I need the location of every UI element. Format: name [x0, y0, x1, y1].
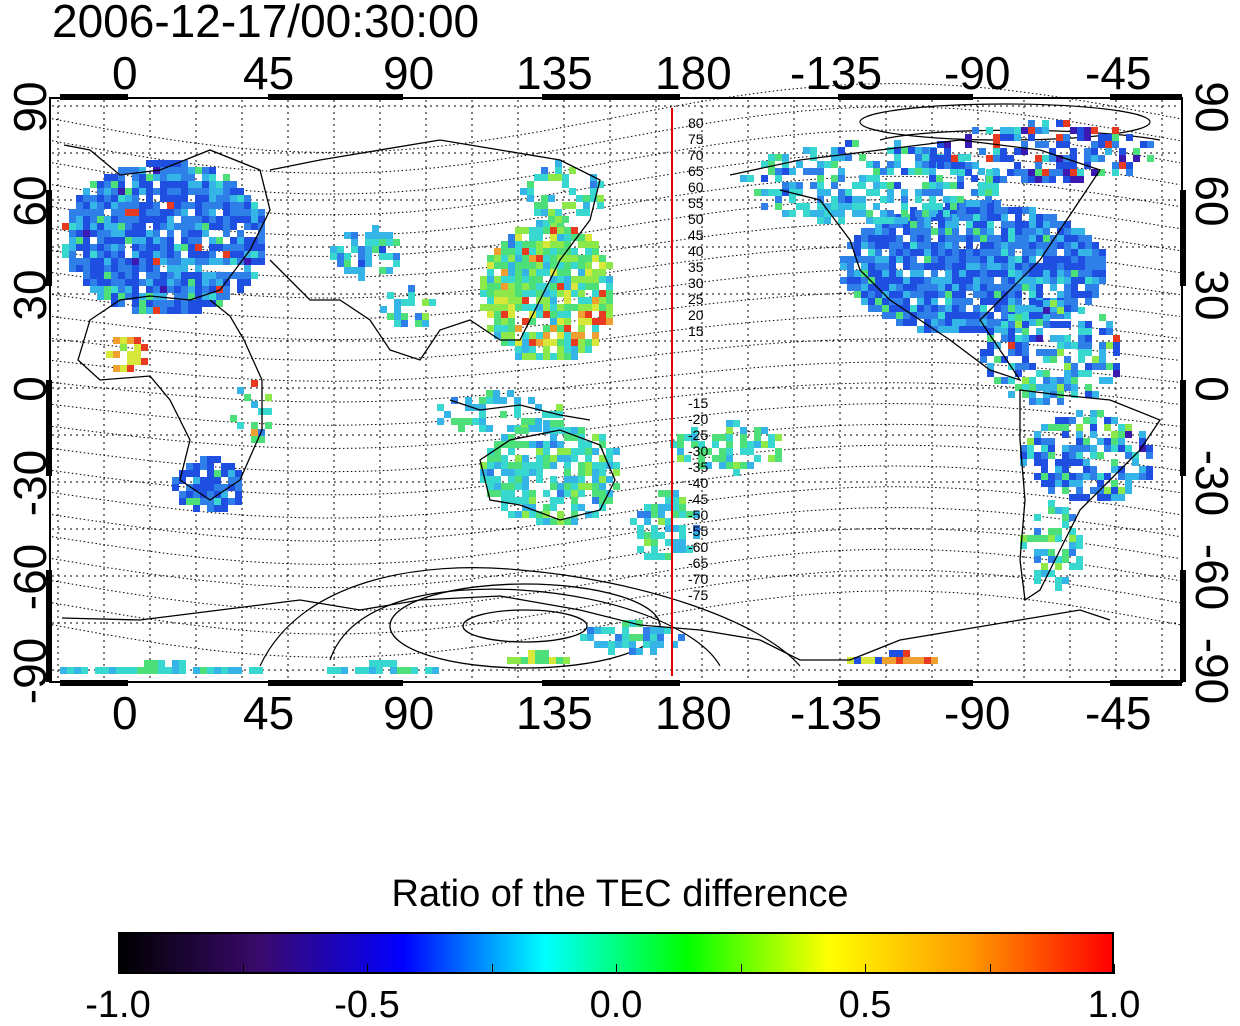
- colorbar-tick-mark: [242, 964, 244, 974]
- colorbar-tick: -1.0: [85, 984, 151, 1026]
- map-timestamp: 2006-12-17/00:30:00: [52, 0, 480, 47]
- contour-label-north: 65: [688, 163, 704, 179]
- contour-label-north: 40: [688, 243, 704, 259]
- contour-label-north: 70: [688, 147, 704, 163]
- colorbar-tick-mark: [367, 964, 368, 974]
- contour-label-south: -25: [688, 427, 708, 443]
- colorbar-tick-mark: [118, 964, 119, 974]
- top-lon-tick: 0: [112, 47, 138, 99]
- contour-label-north: 35: [688, 259, 704, 275]
- colorbar-tick: 1.0: [1087, 984, 1141, 1026]
- contour-label-north: 45: [688, 227, 704, 243]
- top-lon-tick: 90: [383, 47, 435, 99]
- contour-label-north: 20: [688, 307, 704, 323]
- contour-label-south: -60: [688, 539, 708, 555]
- coastlines: [61, 139, 1161, 661]
- contour-label-north: 50: [688, 211, 704, 227]
- contour-label-south: -20: [688, 411, 708, 427]
- contour-label-south: -75: [688, 587, 708, 603]
- contour-label-south: -70: [688, 571, 708, 587]
- contour-label-north: 55: [688, 195, 704, 211]
- contour-label-south: -40: [688, 475, 708, 491]
- bottom-lon-tick: 45: [243, 687, 295, 739]
- colorbar-tick: 0.0: [589, 984, 643, 1026]
- colorbar-tick-mark: [989, 964, 991, 974]
- top-lon-tick: -90: [944, 47, 1011, 99]
- contour-label-south: -15: [688, 395, 708, 411]
- top-lon-tick: 180: [655, 47, 732, 99]
- bottom-lon-tick: 0: [112, 687, 138, 739]
- frame-axis-bars: [46, 94, 1186, 686]
- colorbar-tick: -0.5: [334, 984, 400, 1026]
- contour-label-south: -30: [688, 443, 708, 459]
- contour-label-north: 60: [688, 179, 704, 195]
- colorbar-title: Ratio of the TEC difference: [391, 873, 849, 915]
- contour-label-north: 30: [688, 275, 704, 291]
- top-lon-tick: 135: [516, 47, 593, 99]
- top-lon-tick: 45: [243, 47, 295, 99]
- top-lon-tick: -135: [790, 47, 883, 99]
- contour-label-north: 75: [688, 131, 704, 147]
- bottom-lon-tick: -45: [1085, 687, 1152, 739]
- contour-label-south: -65: [688, 555, 708, 571]
- colorbar-tick-mark: [616, 964, 617, 974]
- colorbar-tick-mark: [865, 964, 866, 974]
- contour-label-north: 80: [688, 115, 704, 131]
- contour-label-north: 25: [688, 291, 704, 307]
- contour-label-south: -45: [688, 491, 708, 507]
- contour-label-south: -35: [688, 459, 708, 475]
- top-lon-tick: -45: [1085, 47, 1152, 99]
- bottom-lon-tick: 180: [655, 687, 732, 739]
- tec-ratio-data: [60, 120, 1154, 674]
- contour-label-south: -50: [688, 507, 708, 523]
- bottom-lon-tick: 90: [383, 687, 435, 739]
- colorbar-tick-mark: [1114, 964, 1115, 974]
- contour-label-north: 15: [688, 323, 704, 339]
- colorbar-tick-mark: [491, 964, 493, 974]
- colorbar-tick: 0.5: [838, 984, 892, 1026]
- bottom-lon-tick: -135: [790, 687, 883, 739]
- bottom-lon-tick: 135: [516, 687, 593, 739]
- colorbar-tick-mark: [740, 964, 742, 974]
- contour-label-south: -55: [688, 523, 708, 539]
- bottom-lon-tick: -90: [944, 687, 1011, 739]
